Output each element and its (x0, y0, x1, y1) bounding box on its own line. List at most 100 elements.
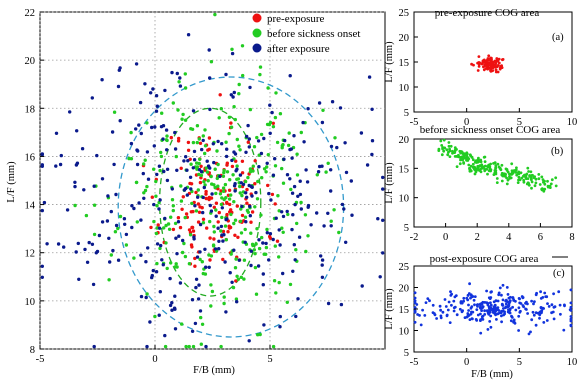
data-point (506, 305, 510, 309)
data-point (418, 314, 421, 317)
data-point (290, 227, 294, 232)
data-point (295, 221, 299, 226)
data-point (459, 150, 463, 154)
data-point (483, 309, 486, 313)
data-point (239, 207, 243, 211)
data-point (297, 235, 302, 239)
data-point (176, 220, 181, 224)
data-point (265, 161, 269, 165)
data-point (216, 226, 220, 230)
subplot-c-points (413, 282, 573, 336)
data-point (449, 290, 452, 293)
data-point (532, 302, 535, 306)
data-point (510, 162, 514, 166)
data-point (107, 278, 111, 282)
data-point (461, 158, 465, 162)
data-point (92, 232, 97, 237)
data-point (550, 303, 554, 307)
data-point (526, 166, 530, 170)
data-point (259, 132, 264, 137)
data-point (207, 48, 211, 52)
data-point (159, 154, 164, 159)
data-point (204, 192, 208, 196)
subplot-a-title: pre-exposure COG area (435, 7, 540, 19)
data-point (137, 201, 141, 205)
data-point (74, 163, 79, 167)
data-point (106, 194, 110, 198)
data-point (204, 265, 208, 269)
data-point (40, 208, 44, 213)
data-point (236, 277, 240, 281)
data-point (170, 187, 174, 191)
data-point (224, 310, 228, 314)
legend-marker-after (252, 43, 262, 53)
data-point (109, 209, 114, 214)
data-point (68, 110, 72, 114)
data-point (477, 61, 481, 64)
data-point (240, 159, 245, 163)
data-point (273, 244, 277, 248)
data-point (54, 164, 58, 168)
data-point (230, 51, 235, 56)
data-point (152, 144, 156, 148)
data-point (515, 166, 518, 170)
data-point (453, 295, 457, 299)
data-point (479, 160, 483, 164)
data-point (494, 164, 498, 167)
data-point (294, 248, 298, 252)
data-point (499, 168, 503, 172)
data-point (441, 310, 445, 314)
data-point (462, 299, 465, 303)
data-point (257, 165, 261, 169)
data-point (569, 301, 573, 305)
data-point (487, 54, 491, 58)
data-point (225, 200, 229, 205)
data-point (114, 192, 118, 197)
data-point (268, 236, 273, 240)
data-point (253, 265, 258, 270)
data-point (163, 344, 168, 349)
data-point (370, 139, 375, 143)
data-point (280, 226, 284, 230)
data-point (158, 198, 162, 202)
data-point (439, 308, 442, 312)
data-point (160, 258, 164, 262)
data-point (273, 164, 278, 168)
data-point (85, 260, 90, 264)
data-point (167, 227, 172, 231)
y-tick-label: 12 (25, 249, 36, 260)
data-point (199, 315, 203, 320)
data-point (569, 305, 573, 309)
data-point (233, 117, 237, 122)
data-point (146, 177, 151, 181)
data-point (209, 60, 214, 64)
data-point (227, 197, 232, 201)
data-point (482, 65, 485, 69)
data-point (338, 106, 343, 110)
data-point (488, 320, 492, 323)
data-point (511, 296, 515, 299)
data-point (197, 137, 201, 141)
data-point (100, 177, 105, 181)
data-point (504, 174, 507, 178)
data-point (514, 168, 518, 172)
data-point (235, 274, 239, 278)
data-point (489, 60, 493, 64)
data-point (208, 107, 212, 112)
data-point (526, 312, 529, 315)
data-point (381, 251, 385, 255)
data-point (215, 176, 219, 181)
data-point (496, 64, 500, 67)
data-point (505, 286, 509, 289)
confidence-ellipse (117, 76, 345, 338)
data-point (199, 170, 204, 174)
data-point (232, 90, 236, 95)
data-point (437, 147, 441, 151)
data-point (203, 144, 208, 148)
y-tick-label: 18 (25, 104, 36, 115)
data-point (321, 108, 325, 113)
data-point (273, 157, 277, 161)
data-point (253, 182, 257, 186)
data-point (365, 163, 370, 167)
data-point (212, 205, 216, 209)
